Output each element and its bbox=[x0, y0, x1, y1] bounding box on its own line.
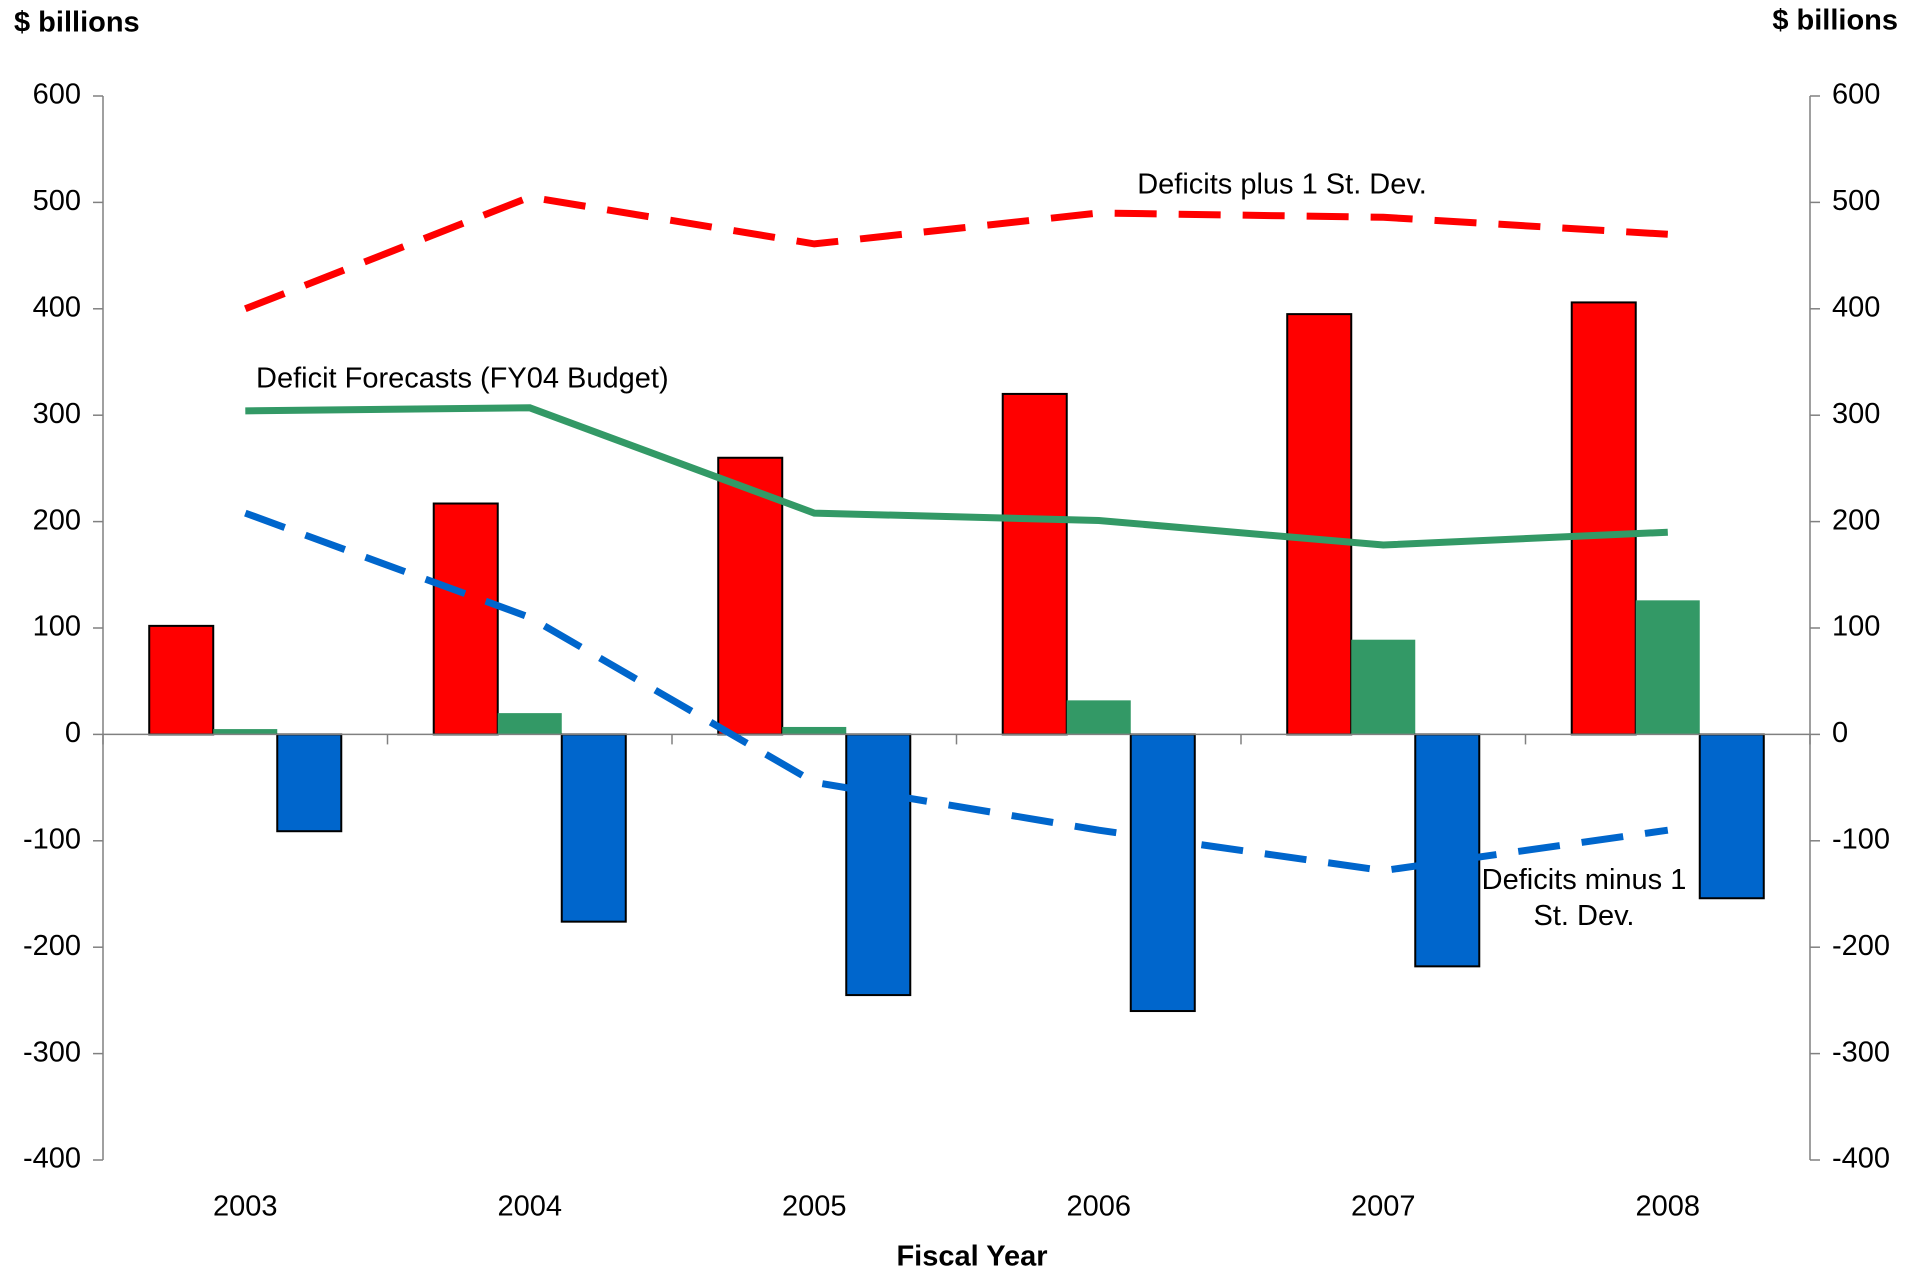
bar bbox=[1001, 392, 1068, 736]
x-tick-label: 2006 bbox=[1066, 1191, 1131, 1223]
y-axis-title: $ billions bbox=[14, 7, 140, 39]
bar bbox=[1129, 733, 1196, 1013]
bar bbox=[1066, 700, 1131, 735]
y2-axis-title: $ billions bbox=[1772, 5, 1898, 37]
x-tick-label: 2007 bbox=[1351, 1191, 1416, 1223]
y-tick-label: 500 bbox=[33, 185, 81, 217]
line-label: Deficit Forecasts (FY04 Budget) bbox=[256, 363, 669, 395]
y-tick-label: 0 bbox=[65, 717, 81, 749]
y-tick-label: 100 bbox=[33, 611, 81, 643]
y-tick-label: 200 bbox=[33, 504, 81, 536]
line-series bbox=[244, 509, 1669, 875]
bar bbox=[717, 456, 784, 736]
x-tick-label: 2004 bbox=[497, 1191, 562, 1223]
bar bbox=[213, 729, 278, 735]
bar bbox=[1414, 733, 1481, 968]
y2-tick-label: 300 bbox=[1832, 398, 1880, 430]
y-tick-label: 600 bbox=[33, 79, 81, 111]
y2-tick-label: 200 bbox=[1832, 504, 1880, 536]
y-tick-label: -200 bbox=[23, 930, 81, 962]
bar bbox=[1351, 639, 1416, 735]
bar bbox=[497, 713, 562, 735]
line-series bbox=[244, 193, 1669, 313]
y2-tick-label: -300 bbox=[1832, 1036, 1890, 1068]
bar bbox=[1698, 733, 1765, 900]
bar bbox=[782, 726, 847, 735]
y-tick-label: 400 bbox=[33, 291, 81, 323]
x-axis-title: Fiscal Year bbox=[896, 1241, 1047, 1273]
bar bbox=[148, 624, 215, 736]
y-tick-label: -100 bbox=[23, 823, 81, 855]
x-tick-label: 2005 bbox=[782, 1191, 847, 1223]
bar bbox=[1570, 301, 1637, 736]
y2-tick-label: 100 bbox=[1832, 611, 1880, 643]
y2-tick-label: 500 bbox=[1832, 185, 1880, 217]
y-tick-label: -400 bbox=[23, 1143, 81, 1175]
x-tick-label: 2008 bbox=[1635, 1191, 1700, 1223]
y2-tick-label: 600 bbox=[1832, 79, 1880, 111]
x-tick-label: 2003 bbox=[213, 1191, 278, 1223]
bar bbox=[560, 733, 627, 923]
line-label: Deficits minus 1 St. Dev. bbox=[1481, 864, 1687, 932]
y2-tick-label: -400 bbox=[1832, 1143, 1890, 1175]
y2-tick-label: -200 bbox=[1832, 930, 1890, 962]
line-label: Deficits plus 1 St. Dev. bbox=[1137, 169, 1427, 201]
bar bbox=[845, 733, 912, 997]
y2-tick-label: 0 bbox=[1832, 717, 1848, 749]
bar bbox=[432, 502, 499, 736]
y2-tick-label: -100 bbox=[1832, 823, 1890, 855]
line-series bbox=[245, 404, 1668, 549]
y-tick-label: -300 bbox=[23, 1036, 81, 1068]
bar bbox=[276, 733, 343, 833]
y2-tick-label: 400 bbox=[1832, 291, 1880, 323]
bar bbox=[1635, 600, 1700, 735]
y-tick-label: 300 bbox=[33, 398, 81, 430]
bar bbox=[1286, 313, 1353, 736]
